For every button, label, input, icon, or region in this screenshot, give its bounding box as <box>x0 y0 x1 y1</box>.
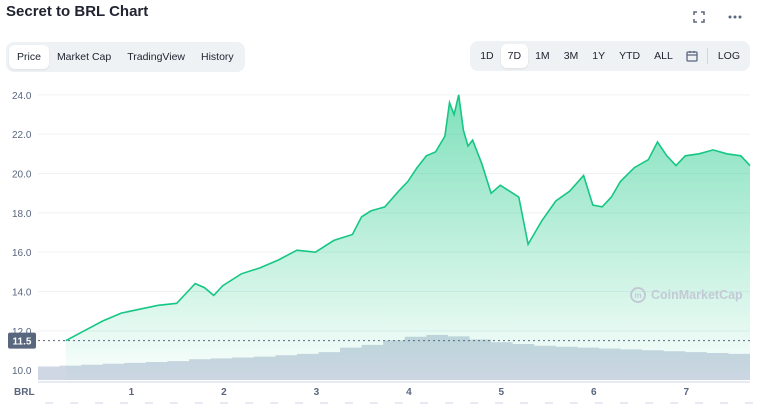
x-tick-label: 7 <box>683 387 689 398</box>
x-axis: BRL 1 2 3 4 5 6 7 <box>14 381 753 404</box>
range-ytd[interactable]: YTD <box>619 50 641 62</box>
range-1d[interactable]: 1D <box>480 50 494 62</box>
x-tick-label: 1 <box>129 387 135 398</box>
current-price-label: 11.5 <box>13 337 32 348</box>
range-7d[interactable]: 7D <box>500 44 529 68</box>
more-icon[interactable] <box>726 8 744 26</box>
tab-price[interactable]: Price <box>9 45 49 69</box>
price-line <box>65 94 751 342</box>
log-toggle[interactable]: LOG <box>717 50 740 62</box>
x-tick-label: 3 <box>314 387 320 398</box>
y-tick-label: 16.0 <box>12 248 32 259</box>
range-all[interactable]: ALL <box>654 50 673 62</box>
range-selector: 1D 7D 1M 3M 1Y YTD ALL LOG <box>470 41 750 71</box>
price-area-fill <box>65 94 750 381</box>
y-tick-label: 22.0 <box>12 130 32 141</box>
y-tick-label: 10.0 <box>12 366 32 377</box>
y-tick-label: 18.0 <box>12 209 32 220</box>
tab-tradingview[interactable]: TradingView <box>127 51 185 63</box>
x-tick-label: 2 <box>221 387 227 398</box>
view-tabs: Price Market Cap TradingView History <box>6 42 245 72</box>
current-price-tag <box>8 332 36 349</box>
range-3m[interactable]: 3M <box>563 50 579 62</box>
y-tick-label: 12.0 <box>12 327 32 338</box>
expand-icon[interactable] <box>690 8 708 26</box>
y-tick-label: 20.0 <box>12 170 32 181</box>
currency-label: BRL <box>14 387 35 398</box>
range-1y[interactable]: 1Y <box>592 50 606 62</box>
coinmarketcap-logo-icon: m <box>630 287 646 303</box>
tab-market-cap[interactable]: Market Cap <box>56 51 112 63</box>
x-tick-label: 4 <box>406 387 412 398</box>
page-title: Secret to BRL Chart <box>6 3 149 20</box>
coinmarketcap-watermark: m CoinMarketCap <box>630 287 743 303</box>
range-divider <box>706 48 708 64</box>
range-1m[interactable]: 1M <box>535 50 550 62</box>
price-area-layer: 11.5 <box>8 94 751 381</box>
x-tick-label: 6 <box>591 387 597 398</box>
x-tick-label: 5 <box>499 387 505 398</box>
tab-history[interactable]: History <box>201 51 234 63</box>
y-axis: 24.0 22.0 20.0 18.0 16.0 14.0 12.0 10.0 <box>12 91 32 377</box>
y-tick-label: 24.0 <box>12 91 32 102</box>
watermark-text: CoinMarketCap <box>651 288 743 302</box>
top-toolbar <box>690 8 744 26</box>
calendar-icon[interactable] <box>680 44 704 68</box>
y-tick-label: 14.0 <box>12 288 32 299</box>
